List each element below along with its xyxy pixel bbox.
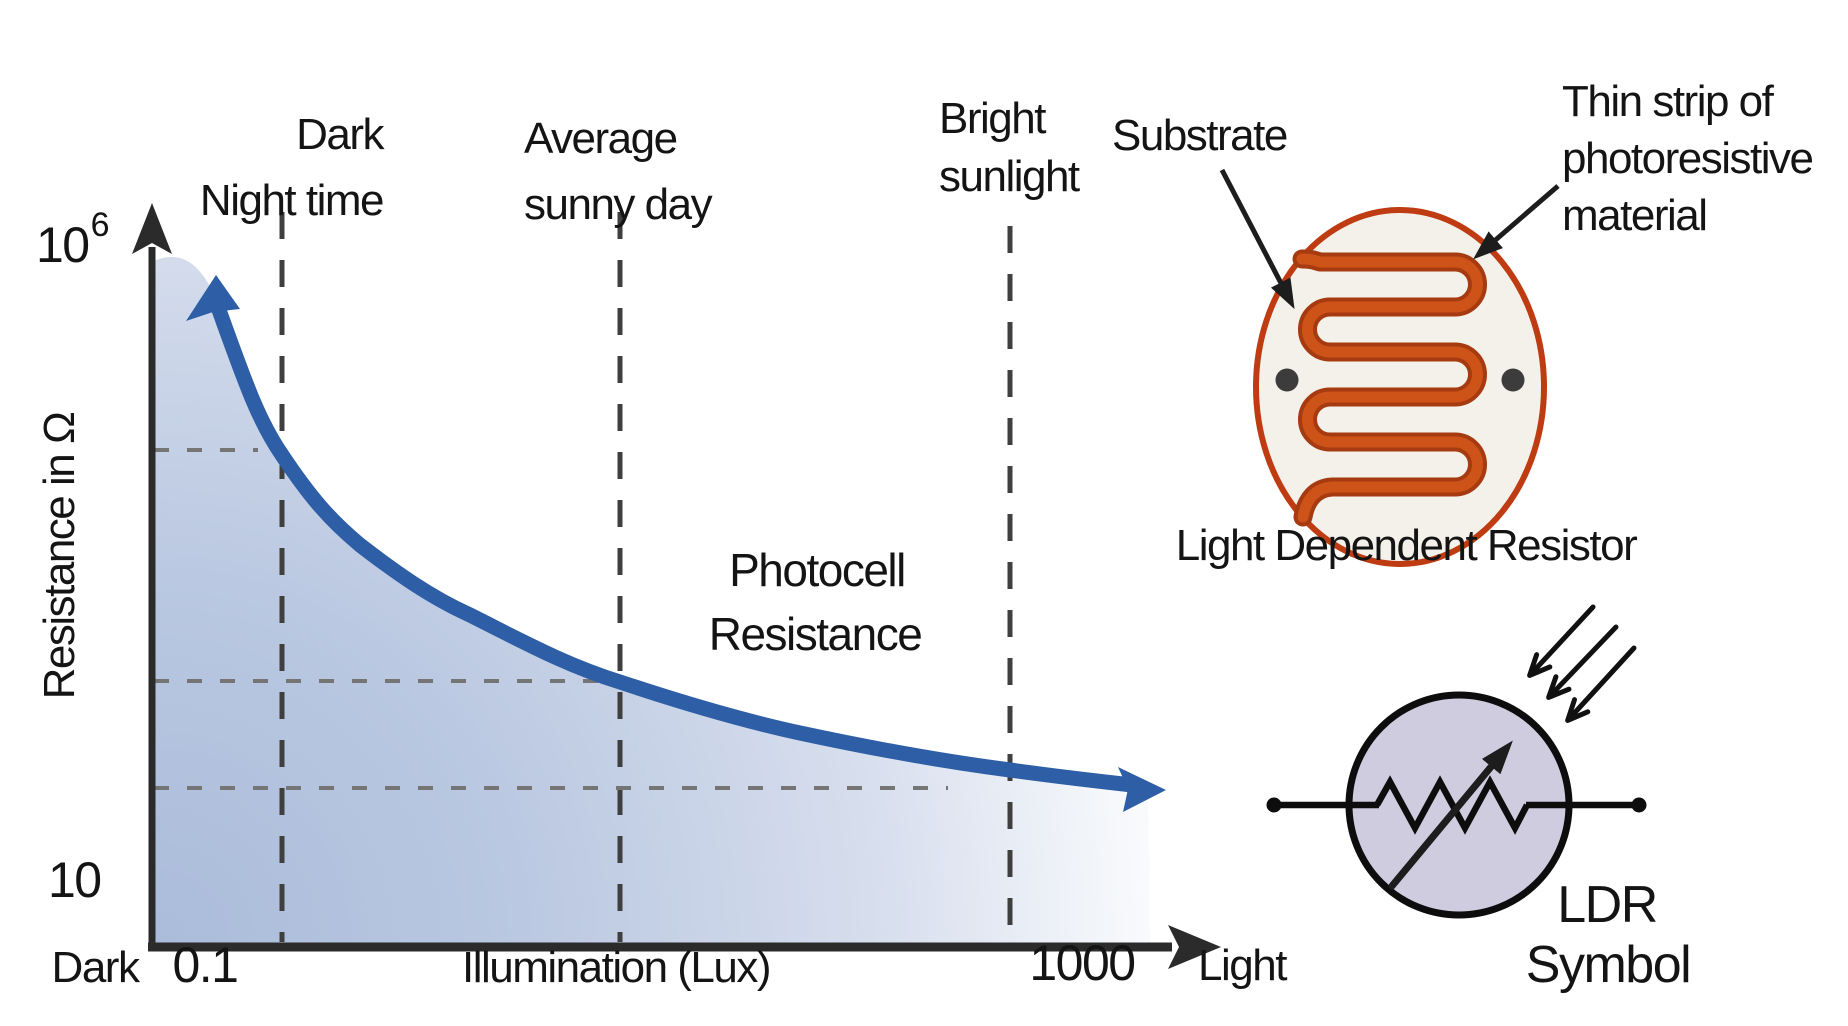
x-axis-labels: Dark 0.1 Illumination (Lux) 1000 Light xyxy=(52,935,1289,993)
x-tick-min: 0.1 xyxy=(172,937,237,993)
x-end-label-light: Light xyxy=(1198,941,1287,990)
vertical-dashed-gridlines xyxy=(279,212,1013,942)
photoresistive-track-outline xyxy=(1292,249,1487,527)
symbol-label-line2: Symbol xyxy=(1526,936,1690,994)
substrate-callout-label: Substrate xyxy=(1112,111,1287,160)
ldr-component-illustration: Substrate Thin strip of photoresistive m… xyxy=(1112,77,1814,570)
photocell-response-curve xyxy=(186,275,1166,812)
curve-label-line1: Photocell xyxy=(729,544,905,596)
axes xyxy=(132,203,1221,969)
curve-label-line2: Resistance xyxy=(709,608,922,660)
x-tick-max: 1000 xyxy=(1029,935,1134,991)
strip-callout-line2: photoresistive xyxy=(1562,134,1813,183)
light-ray-2 xyxy=(1546,624,1619,700)
zone-average-sunny-line1: Average xyxy=(524,114,677,163)
resistor-zigzag-icon xyxy=(1374,775,1530,835)
zone-bright-sunlight-line1: Bright xyxy=(939,94,1046,143)
y-tick-bottom: 10 xyxy=(48,852,101,908)
zone-dark-night-line2: Night time xyxy=(200,176,383,225)
substrate-callout-arrow-icon xyxy=(1219,168,1295,310)
zone-dark-night-line1: Dark xyxy=(296,110,385,159)
x-axis-title: Illumination (Lux) xyxy=(462,943,770,992)
component-title: Light Dependent Resistor xyxy=(1176,521,1637,570)
zone-average-sunny-line2: sunny day xyxy=(524,180,713,229)
y-tick-top: 106 xyxy=(36,206,109,273)
light-ray-1 xyxy=(1527,604,1596,678)
wire-terminal-left xyxy=(1266,797,1282,813)
variable-arrow-icon xyxy=(1388,740,1513,890)
zone-labels: Dark Night time Average sunny day Bright… xyxy=(200,94,1082,229)
y-axis-arrowhead-icon xyxy=(132,203,172,254)
strip-callout-line3: material xyxy=(1562,191,1707,240)
curve-area-fill xyxy=(152,256,1150,947)
photoresistive-track xyxy=(1296,253,1483,523)
curve-stroke xyxy=(211,302,1140,793)
resistance-chart: 106 10 Resistance in Ω Dark Night time A… xyxy=(35,94,1289,993)
ldr-symbol-schematic: LDR Symbol xyxy=(1266,604,1692,994)
light-ray-3 xyxy=(1565,645,1637,723)
curve-up-arrowhead-icon xyxy=(186,275,240,321)
x-axis-arrowhead-icon xyxy=(1168,925,1221,969)
wire-terminal-right xyxy=(1631,797,1647,813)
y-axis-title: Resistance in Ω xyxy=(35,413,84,700)
curve-right-arrowhead-icon xyxy=(1118,767,1166,812)
x-end-label-dark: Dark xyxy=(52,943,141,992)
symbol-label-line1: LDR xyxy=(1557,876,1657,934)
zone-bright-sunlight-line2: sunlight xyxy=(939,152,1080,201)
light-ray-arrows-icon xyxy=(1527,604,1637,723)
electrode-dot-left xyxy=(1275,368,1299,392)
horizontal-dashed-gridlines xyxy=(154,448,948,790)
strip-callout-arrow-icon xyxy=(1473,184,1560,260)
strip-callout-line1: Thin strip of xyxy=(1562,77,1775,126)
electrode-dot-right xyxy=(1501,368,1525,392)
